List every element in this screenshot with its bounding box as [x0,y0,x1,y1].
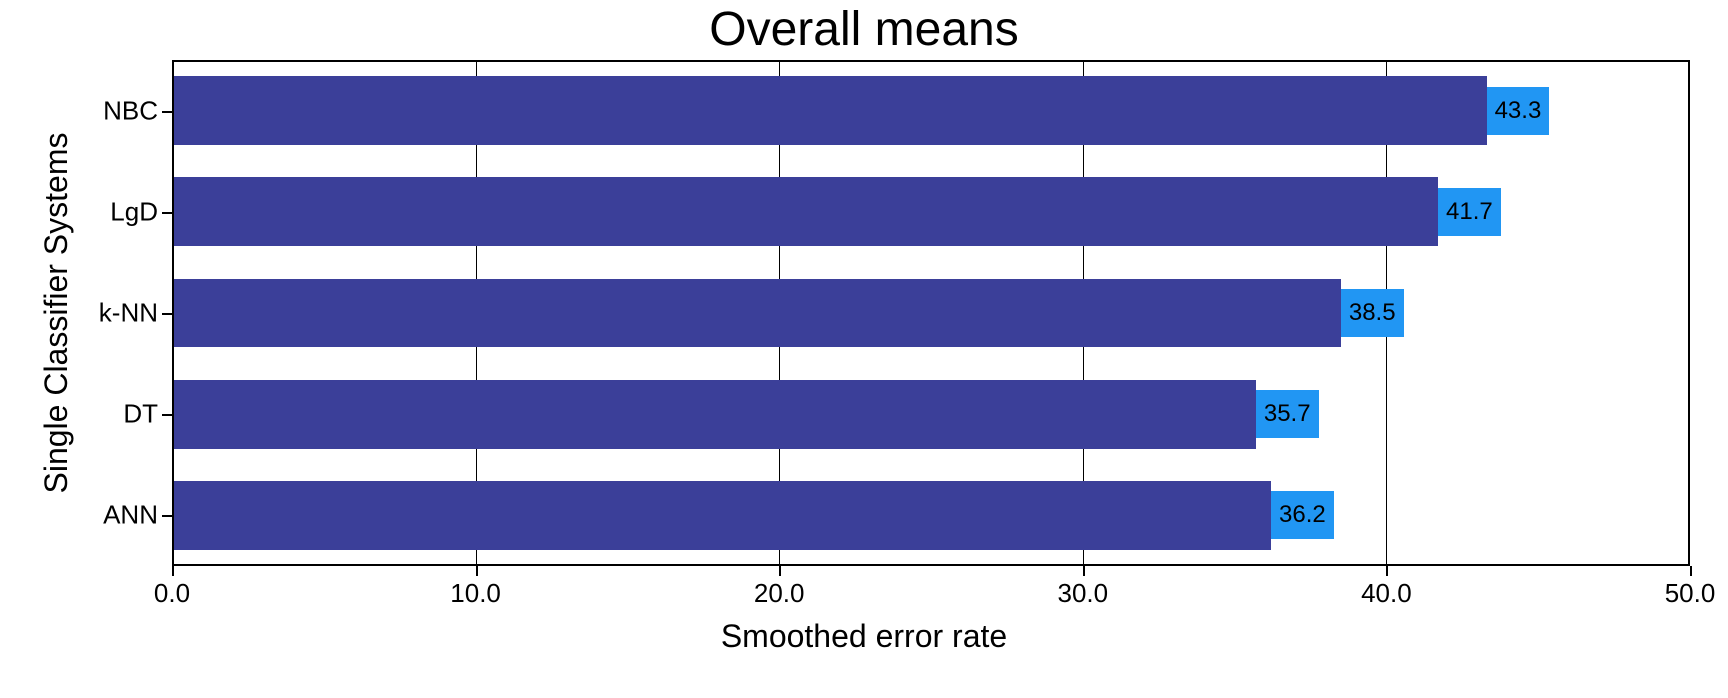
x-tick [779,566,781,576]
y-tick-label: ANN [103,500,158,531]
y-tick-label: NBC [103,95,158,126]
x-axis-label: Smoothed error rate [0,618,1728,655]
bar [172,177,1438,246]
x-tick-label: 0.0 [154,578,190,609]
bar-value-label: 41.7 [1438,188,1501,236]
x-tick-label: 40.0 [1361,578,1412,609]
bar [172,481,1271,550]
chart-container: Overall means Single Classifier Systems … [0,0,1728,698]
bar [172,380,1256,449]
bar-value-label: 36.2 [1271,491,1334,539]
x-tick [1386,566,1388,576]
bar [172,76,1487,145]
x-tick [1690,566,1692,576]
bar-value-label: 38.5 [1341,289,1404,337]
y-tick-label: k-NN [99,298,158,329]
y-tick [162,212,172,214]
x-tick [172,566,174,576]
y-tick [162,313,172,315]
chart-title: Overall means [0,2,1728,57]
y-tick-label: LgD [110,196,158,227]
x-tick [1083,566,1085,576]
plot-area: 36.2 35.7 38.5 41.7 43.3 [172,60,1690,566]
x-tick-label: 30.0 [1057,578,1108,609]
bar-value-label: 43.3 [1487,87,1550,135]
y-tick [162,515,172,517]
bar [172,279,1341,348]
y-tick [162,111,172,113]
y-tick [162,414,172,416]
y-tick-label: DT [123,399,158,430]
x-tick-label: 20.0 [754,578,805,609]
y-axis-label: Single Classifier Systems [38,60,75,566]
x-tick [476,566,478,576]
x-tick-label: 10.0 [450,578,501,609]
bar-value-label: 35.7 [1256,390,1319,438]
x-tick-label: 50.0 [1665,578,1716,609]
